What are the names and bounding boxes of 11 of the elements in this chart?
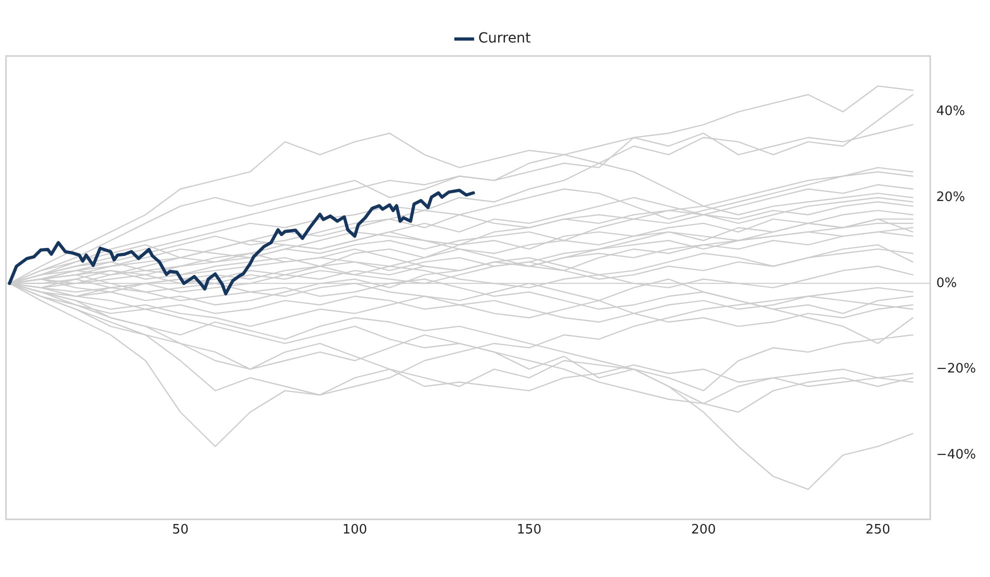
legend-label: Current [478,30,532,47]
x-tick-label: 100 [342,522,368,538]
x-tick-label: 200 [691,522,716,538]
x-tick-label: 250 [865,522,890,538]
y-tick-label: −20% [936,362,976,377]
x-tick-label: 50 [172,522,189,538]
y-tick-label: 0% [936,276,957,291]
y-tick-label: 40% [936,104,966,120]
x-tick-label: 150 [516,522,542,538]
y-tick-label: −40% [936,447,976,462]
y-tick-label: 20% [936,190,966,205]
